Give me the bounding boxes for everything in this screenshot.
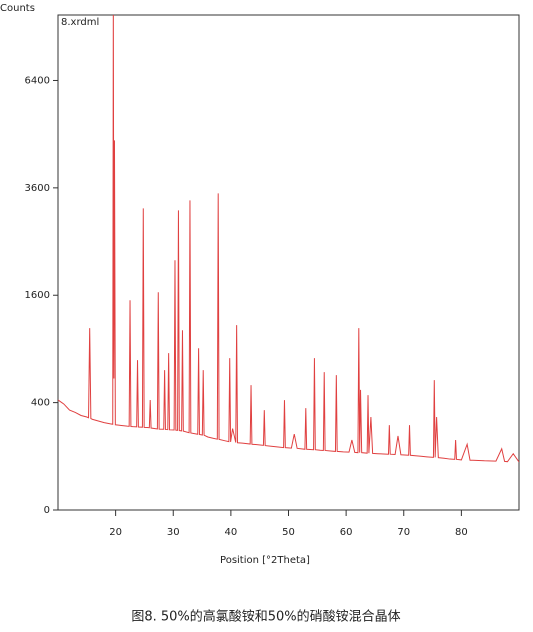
x-tick-label: 60	[340, 527, 353, 538]
y-tick-label: 3600	[25, 183, 50, 194]
y-tick-label: 6400	[25, 75, 50, 86]
y-tick-label: 0	[44, 505, 50, 516]
x-tick-label: 20	[109, 527, 122, 538]
x-tick-label: 70	[397, 527, 410, 538]
y-axis-label: Counts	[0, 3, 35, 14]
plot-frame	[57, 14, 520, 511]
legend: 8.xrdml	[61, 17, 99, 28]
x-tick-label: 30	[167, 527, 180, 538]
x-tick-label: 80	[455, 527, 468, 538]
y-tick-label: 1600	[25, 290, 50, 301]
x-tick-label: 40	[225, 527, 238, 538]
x-axis-label: Position [°2Theta]	[220, 555, 310, 566]
caption: 图8. 50%的高氯酸铵和50%的硝酸铵混合晶体	[131, 609, 400, 625]
xrd-pattern	[58, 15, 519, 463]
x-tick-label: 50	[282, 527, 295, 538]
y-tick-label: 400	[31, 398, 50, 409]
